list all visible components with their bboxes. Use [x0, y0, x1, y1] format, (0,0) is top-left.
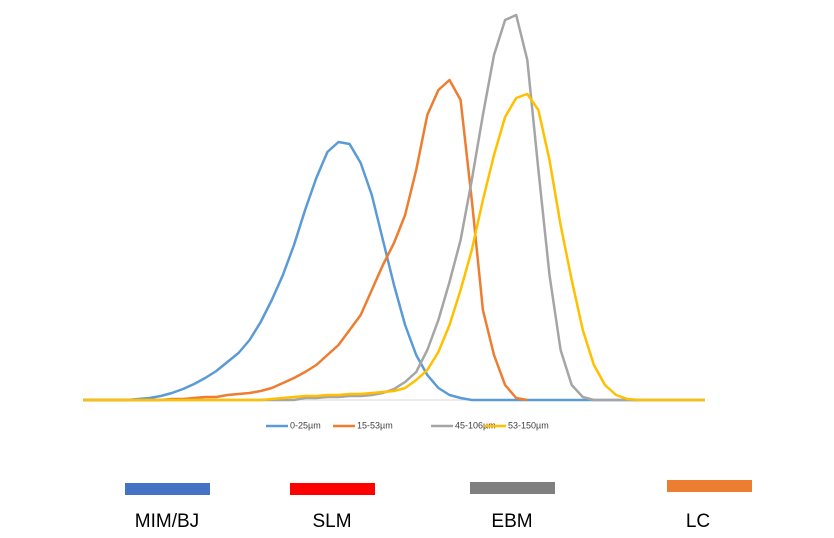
legend-label: 45-106µm: [455, 420, 496, 430]
legend-label: 53-150µm: [508, 420, 549, 430]
process-label: MIM/BJ: [135, 511, 199, 532]
process-swatch: [470, 482, 555, 494]
series-line: [83, 140, 705, 402]
process-label: LC: [686, 511, 710, 532]
process-swatch: [290, 483, 375, 495]
series-line: [83, 92, 705, 402]
process-label: EBM: [491, 511, 532, 532]
legend-label: 15-53µm: [357, 420, 393, 430]
process-swatch: [667, 480, 752, 492]
legend-label: 0-25µm: [290, 420, 321, 430]
process-swatch: [125, 483, 210, 495]
process-label: SLM: [312, 511, 351, 532]
series-line: [83, 13, 705, 402]
